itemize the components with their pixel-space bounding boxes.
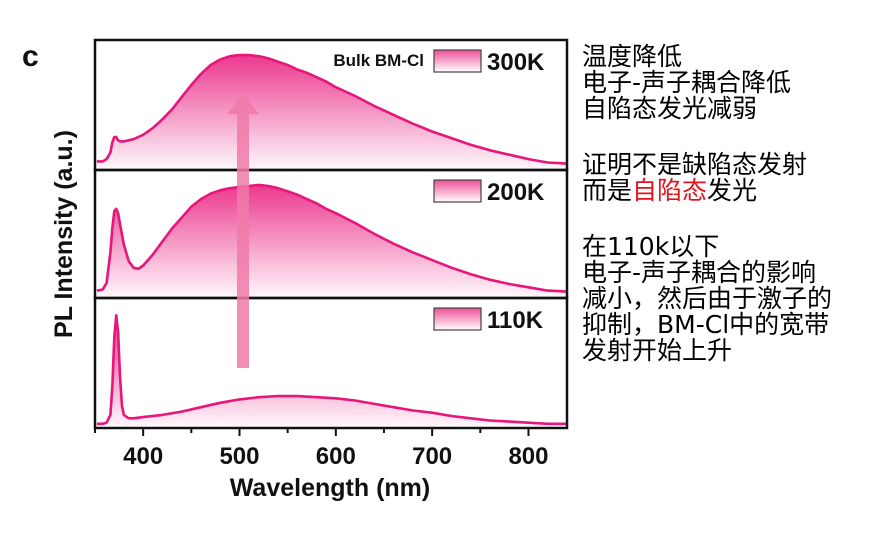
panel-label: c [22, 40, 39, 73]
note-line: 证明不是缺陷态发射 [582, 152, 877, 178]
panel-frame-110K [93, 296, 569, 430]
note-text: 减小，然后由于激子的 [582, 284, 833, 313]
plot-panels: 300K Bulk BM-Cl 200K 110K [93, 38, 569, 430]
series-line-200K [96, 183, 568, 293]
legend-label-110K: 110K [487, 307, 544, 334]
note-line: 在110k以下 [582, 234, 877, 260]
note-line: 抑制，BM-Cl中的宽带 [582, 312, 877, 338]
note-text: 发光 [707, 176, 758, 205]
note-line: 发射开始上升 [582, 338, 877, 364]
note-block-1: 温度降低 电子-声子耦合降低 自陷态发光减弱 [582, 44, 877, 122]
panel-300K: 300K Bulk BM-Cl [93, 38, 569, 172]
legend-swatch-200K [433, 179, 482, 203]
legend-swatch-300K [433, 49, 482, 73]
note-line: 自陷态发光减弱 [582, 96, 877, 122]
panel-200K: 200K [93, 168, 569, 300]
series-line-300K [96, 53, 568, 165]
note-line: 电子-声子耦合降低 [582, 70, 877, 96]
note-text: 而是 [582, 176, 633, 205]
note-text: 发射开始上升 [582, 336, 733, 365]
series-fill-300K [96, 55, 568, 168]
note-line: 减小，然后由于激子的 [582, 286, 877, 312]
series-line-110K [96, 314, 567, 426]
x-tick-label: 400 [123, 443, 163, 470]
arrow-head [227, 94, 259, 114]
note-line: 电子-声子耦合的影响 [582, 260, 877, 286]
y-axis-label: PL Intensity (a.u.) [50, 130, 78, 338]
x-axis-label: Wavelength (nm) [230, 474, 430, 502]
note-block-3: 在110k以下 电子-声子耦合的影响 减小，然后由于激子的 抑制，BM-Cl中的宽带发… [582, 234, 877, 364]
note-text: 温度降低 [582, 42, 683, 71]
note-line: 而是自陷态发光 [582, 178, 877, 204]
x-tick-label: 800 [508, 443, 548, 470]
note-text: 自陷态发光减弱 [582, 94, 758, 123]
annotation-notes: 温度降低 电子-声子耦合降低 自陷态发光减弱 证明不是缺陷态发射 而是自陷态发光 在110… [582, 44, 877, 394]
note-text: 在110k以下 [582, 232, 720, 261]
legend-swatch-110K [433, 307, 482, 331]
temperature-arrow [227, 94, 259, 368]
legend-label-300K: 300K [487, 49, 545, 76]
note-line: 温度降低 [582, 44, 877, 70]
note-text: 电子-声子耦合降低 [582, 68, 792, 97]
x-tick-label: 700 [412, 443, 452, 470]
note-text: 抑制，BM-Cl中的宽带 [582, 310, 830, 339]
highlight-text: 自陷态 [632, 176, 708, 205]
note-block-2: 证明不是缺陷态发射 而是自陷态发光 [582, 152, 877, 204]
x-tick-label: 600 [316, 443, 356, 470]
arrow-shaft [237, 114, 249, 368]
x-tick-label: 500 [219, 443, 259, 470]
x-axis: 400 500 600 700 800 [94, 428, 548, 470]
panel-110K: 110K [93, 296, 569, 430]
note-text: 证明不是缺陷态发射 [582, 150, 808, 179]
note-text: 电子-声子耦合的影响 [582, 258, 817, 287]
sample-label: Bulk BM-Cl [333, 51, 424, 70]
series-fill-110K [96, 315, 568, 426]
legend-label-200K: 200K [487, 179, 545, 206]
